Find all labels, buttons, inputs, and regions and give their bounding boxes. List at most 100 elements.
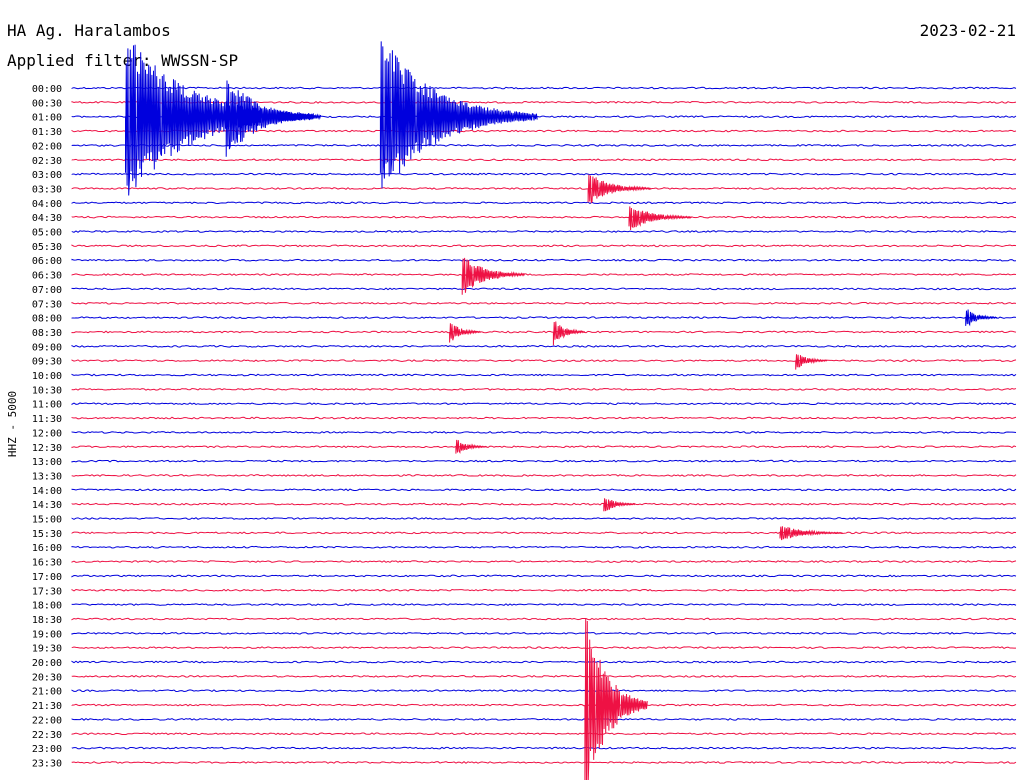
seismic-trace bbox=[71, 603, 1017, 606]
time-tick-label: 18:00 bbox=[32, 601, 62, 612]
time-tick-label: 21:00 bbox=[32, 687, 62, 698]
seismic-trace bbox=[71, 431, 1017, 434]
seismic-trace bbox=[71, 287, 1017, 291]
time-tick-label: 03:30 bbox=[32, 184, 62, 195]
seismic-trace bbox=[71, 187, 1017, 190]
seismic-event bbox=[552, 321, 585, 346]
time-tick-label: 08:00 bbox=[32, 314, 62, 325]
time-tick-label: 06:00 bbox=[32, 256, 62, 267]
time-tick-label: 23:00 bbox=[32, 744, 62, 755]
time-tick-label: 01:00 bbox=[32, 113, 62, 124]
channel-axis-label: HHZ - 5000 bbox=[6, 391, 19, 457]
seismic-trace bbox=[71, 359, 1017, 363]
time-tick-label: 11:00 bbox=[32, 400, 62, 411]
seismic-trace bbox=[71, 531, 1017, 535]
seismic-trace bbox=[71, 416, 1017, 420]
time-tick-label: 22:00 bbox=[32, 715, 62, 726]
seismic-event bbox=[795, 354, 828, 370]
time-tick-label: 05:00 bbox=[32, 228, 62, 239]
seismic-event bbox=[965, 309, 998, 327]
seismic-trace bbox=[71, 674, 1017, 678]
seismic-trace bbox=[71, 502, 1017, 506]
date-label: 2023-02-21 bbox=[920, 21, 1016, 40]
time-tick-label: 00:00 bbox=[32, 84, 62, 95]
time-tick-label: 15:00 bbox=[32, 515, 62, 526]
time-tick-label: 16:30 bbox=[32, 558, 62, 569]
seismic-trace bbox=[71, 445, 1017, 449]
time-tick-label: 10:00 bbox=[32, 371, 62, 382]
time-tick-label: 16:00 bbox=[32, 543, 62, 554]
seismic-trace bbox=[71, 402, 1017, 406]
seismic-trace bbox=[71, 617, 1017, 621]
time-tick-label: 18:30 bbox=[32, 615, 62, 626]
seismic-trace bbox=[71, 86, 1017, 90]
seismic-trace bbox=[71, 344, 1017, 348]
time-tick-label: 13:30 bbox=[32, 471, 62, 482]
time-tick-label: 03:00 bbox=[32, 170, 62, 181]
seismic-trace bbox=[71, 703, 1017, 707]
time-tick-label: 09:30 bbox=[32, 357, 62, 368]
time-tick-label: 09:00 bbox=[32, 342, 62, 353]
seismic-trace bbox=[71, 488, 1017, 492]
time-tick-label: 11:30 bbox=[32, 414, 62, 425]
seismic-trace bbox=[71, 158, 1017, 162]
station-title: HA Ag. Haralambos bbox=[7, 21, 171, 40]
seismic-trace bbox=[71, 201, 1017, 205]
seismic-trace bbox=[71, 732, 1017, 736]
time-tick-label: 21:30 bbox=[32, 701, 62, 712]
time-tick-label: 19:30 bbox=[32, 644, 62, 655]
seismic-event bbox=[587, 174, 651, 204]
seismic-trace bbox=[71, 144, 1017, 147]
seismic-trace bbox=[71, 387, 1017, 391]
seismic-trace bbox=[71, 474, 1017, 477]
time-tick-label: 23:30 bbox=[32, 758, 62, 769]
seismic-trace bbox=[71, 588, 1017, 592]
seismic-trace bbox=[71, 273, 1017, 276]
time-tick-label: 02:00 bbox=[32, 141, 62, 152]
seismic-trace bbox=[71, 459, 1017, 463]
time-tick-label: 08:30 bbox=[32, 328, 62, 339]
seismic-event bbox=[628, 206, 692, 231]
seismic-trace bbox=[71, 373, 1017, 377]
time-tick-label: 02:30 bbox=[32, 156, 62, 167]
time-tick-labels: 00:00 00:30 01:00 01:30 02:00 02:30 03:00 03:30… bbox=[32, 84, 62, 769]
seismic-trace bbox=[71, 330, 1017, 334]
time-tick-label: 04:30 bbox=[32, 213, 62, 224]
time-tick-label: 04:00 bbox=[32, 199, 62, 210]
time-tick-label: 10:30 bbox=[32, 385, 62, 396]
time-tick-label: 12:00 bbox=[32, 428, 62, 439]
time-tick-label: 14:30 bbox=[32, 500, 62, 511]
seismic-trace bbox=[71, 545, 1017, 549]
seismic-trace bbox=[71, 129, 1017, 133]
seismic-trace bbox=[71, 230, 1017, 233]
time-tick-label: 01:30 bbox=[32, 127, 62, 138]
seismic-trace bbox=[71, 215, 1017, 219]
time-tick-label: 20:30 bbox=[32, 672, 62, 683]
seismic-event bbox=[455, 439, 488, 454]
time-tick-label: 00:30 bbox=[32, 98, 62, 109]
filter-label: Applied filter: WWSSN-SP bbox=[7, 51, 238, 70]
time-tick-label: 19:00 bbox=[32, 629, 62, 640]
seismic-trace bbox=[71, 646, 1017, 650]
seismic-trace bbox=[71, 761, 1017, 764]
time-tick-label: 20:00 bbox=[32, 658, 62, 669]
time-tick-label: 12:30 bbox=[32, 443, 62, 454]
seismic-events bbox=[125, 41, 998, 780]
seismic-trace bbox=[71, 517, 1017, 520]
time-tick-label: 15:30 bbox=[32, 529, 62, 540]
seismic-trace bbox=[71, 746, 1017, 750]
seismic-event bbox=[584, 618, 648, 780]
time-tick-label: 07:00 bbox=[32, 285, 62, 296]
time-tick-label: 13:00 bbox=[32, 457, 62, 468]
seismic-trace bbox=[71, 631, 1017, 635]
seismic-trace bbox=[71, 301, 1017, 305]
seismic-trace bbox=[71, 689, 1017, 693]
seismic-event bbox=[449, 323, 482, 343]
seismic-traces bbox=[71, 86, 1017, 764]
seismic-event bbox=[779, 526, 843, 541]
seismic-event bbox=[379, 41, 538, 189]
seismic-event bbox=[225, 80, 322, 157]
seismic-trace bbox=[71, 258, 1017, 262]
time-tick-label: 07:30 bbox=[32, 299, 62, 310]
time-tick-label: 17:00 bbox=[32, 572, 62, 583]
